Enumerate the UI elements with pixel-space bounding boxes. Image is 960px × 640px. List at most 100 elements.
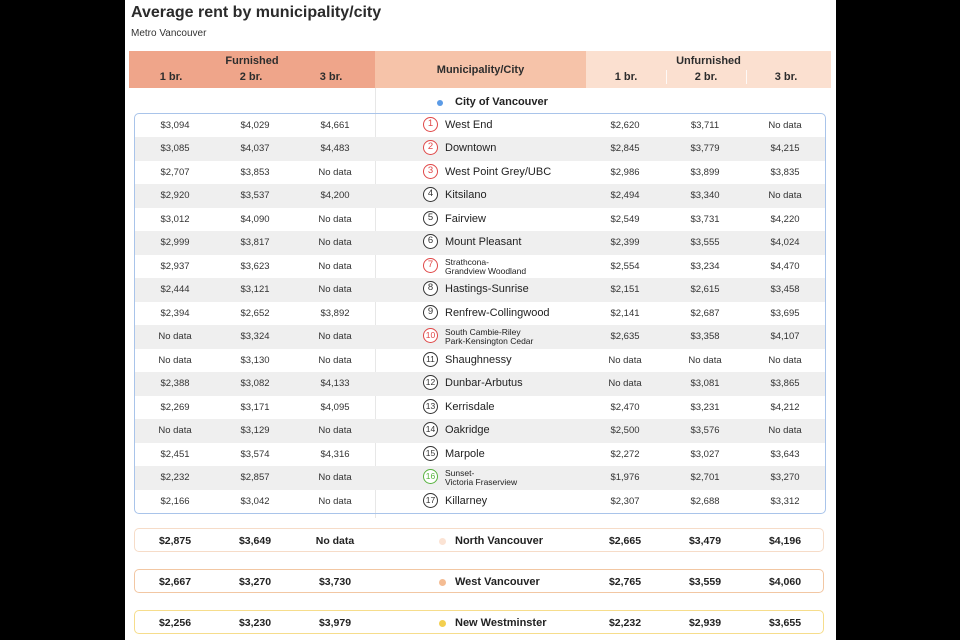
header-municipality: Municipality/City — [375, 51, 586, 88]
region-furnished-cell: $2,667 — [158, 576, 192, 588]
table-row: $3,012 $4,090 No data 5 Fairview $2,549 $3,731… — [135, 208, 825, 231]
unfurnished-cell: $2,549 — [610, 213, 640, 225]
furnished-cell: $2,707 — [160, 166, 190, 178]
furnished-cell: $3,094 — [160, 120, 190, 131]
furnished-cell: $4,661 — [320, 120, 350, 131]
table-row: $2,269 $3,171 $4,095 13 Kerrisdale $2,470 $3,2… — [135, 396, 825, 419]
unfurnished-cell: $3,731 — [690, 213, 720, 225]
furnished-cell: $3,129 — [240, 425, 270, 437]
table-row: $2,166 $3,042 No data 17 Killarney $2,307 $2,6… — [135, 490, 825, 513]
neighbourhood-name: Oakridge — [445, 424, 490, 437]
region-unfurnished-cell: $2,765 — [608, 576, 642, 588]
furnished-cell: No data — [318, 354, 352, 366]
unfurnished-cell: $2,500 — [610, 425, 640, 437]
furnished-cell: $2,652 — [240, 307, 270, 319]
city-group-title: City of Vancouver — [375, 96, 586, 110]
unfurnished-cell: $4,212 — [770, 401, 800, 413]
furnished-cell: No data — [318, 237, 352, 249]
furnished-cell: $3,130 — [240, 354, 270, 366]
vancouver-neighbourhoods-table: $3,094 $4,029 $4,661 1 West End $2,620 $3,711 N… — [134, 113, 826, 514]
furnished-cell: $4,029 — [240, 120, 270, 131]
table-row: $3,085 $4,037 $4,483 2 Downtown $2,845 $3,779 $… — [135, 137, 825, 161]
furnished-cell: No data — [318, 331, 352, 343]
unfurnished-cell: $2,845 — [610, 143, 640, 155]
unfurnished-cell: No data — [768, 354, 802, 366]
table-row: $2,920 $3,537 $4,200 4 Kitsilano $2,494 $3,340… — [135, 184, 825, 208]
neighbourhood-name: Killarney — [445, 494, 488, 507]
furnished-cell: $3,082 — [240, 378, 270, 390]
neighbourhood-name: Renfrew-Collingwood — [445, 306, 550, 319]
region-unfurnished-cell: $4,196 — [768, 535, 802, 547]
chart-title: Average rent by municipality/city — [131, 4, 382, 21]
header-furnished-1br: 1 br. — [159, 71, 183, 83]
municipality-column-background — [375, 88, 376, 518]
unfurnished-cell: No data — [608, 378, 642, 390]
table-row: No data $3,324 No data 10 South Cambie-Riley… — [135, 325, 825, 349]
unfurnished-cell: $4,215 — [770, 143, 800, 155]
unfurnished-cell: $4,470 — [770, 260, 800, 272]
chart-subtitle: Metro Vancouver — [131, 28, 207, 39]
unfurnished-cell: $2,688 — [690, 495, 720, 507]
region-row: $2,667 $3,270 $3,730 West Vancouver $2,765 $3… — [134, 569, 824, 593]
header-unfurnished-2br: 2 br. — [694, 71, 718, 83]
region-unfurnished-cell: $3,559 — [688, 576, 722, 588]
neighbourhood-name: Kitsilano — [445, 189, 487, 202]
furnished-cell: $3,012 — [160, 213, 190, 225]
neighbourhood-name: West Point Grey/UBC — [445, 165, 552, 178]
furnished-cell: $3,623 — [240, 260, 270, 272]
unfurnished-cell: $3,695 — [770, 307, 800, 319]
furnished-cell: $3,817 — [240, 237, 270, 249]
furnished-cell: $4,037 — [240, 143, 270, 155]
unfurnished-cell: $2,615 — [690, 284, 720, 296]
unfurnished-cell: $2,687 — [690, 307, 720, 319]
rent-table-panel: Average rent by municipality/city Metro … — [125, 0, 836, 640]
region-furnished-cell: $3,979 — [318, 617, 352, 629]
furnished-cell: $2,394 — [160, 307, 190, 319]
furnished-cell: No data — [318, 260, 352, 272]
furnished-cell: No data — [318, 495, 352, 507]
furnished-cell: $2,388 — [160, 378, 190, 390]
furnished-cell: $3,537 — [240, 190, 270, 202]
neighbourhood-name: Downtown — [445, 142, 497, 155]
region-unfurnished-cell: $2,665 — [608, 535, 642, 547]
neighbourhood-number-badge: 15 — [423, 445, 438, 461]
table-row: No data $3,129 No data 14 Oakridge $2,500 $3,5… — [135, 419, 825, 443]
unfurnished-cell: $4,107 — [770, 331, 800, 343]
furnished-cell: No data — [158, 425, 192, 437]
unfurnished-cell: $2,620 — [610, 120, 640, 131]
neighbourhood-name: Mount Pleasant — [445, 236, 522, 249]
unfurnished-cell: $3,312 — [770, 495, 800, 507]
region-furnished-cell: $3,270 — [238, 576, 272, 588]
neighbourhood-number-badge: 3 — [423, 163, 438, 179]
table-row: $2,388 $3,082 $4,133 12 Dunbar-Arbutus No dat… — [135, 372, 825, 396]
header-furnished-2br: 2 br. — [239, 71, 263, 83]
region-row: $2,256 $3,230 $3,979 New Westminster $2,232 $… — [134, 610, 824, 634]
neighbourhood-name: Dunbar-Arbutus — [445, 377, 523, 390]
furnished-cell: $4,483 — [320, 143, 350, 155]
unfurnished-cell: $3,358 — [690, 331, 720, 343]
furnished-cell: $2,451 — [160, 448, 190, 460]
furnished-cell: $3,892 — [320, 307, 350, 319]
furnished-cell: No data — [318, 472, 352, 484]
unfurnished-cell: $2,635 — [610, 331, 640, 343]
unfurnished-cell: $4,220 — [770, 213, 800, 225]
unfurnished-cell: $3,081 — [690, 378, 720, 390]
furnished-cell: $2,232 — [160, 472, 190, 484]
neighbourhood-number-badge: 10 — [423, 328, 438, 344]
neighbourhood-number-badge: 13 — [423, 398, 438, 414]
table-row: $2,394 $2,652 $3,892 9 Renfrew-Collingwood $2… — [135, 302, 825, 325]
neighbourhood-name: West End — [445, 119, 493, 131]
furnished-cell: No data — [318, 166, 352, 178]
header-separator — [746, 70, 747, 84]
unfurnished-cell: No data — [608, 354, 642, 366]
header-furnished-3br: 3 br. — [319, 71, 343, 83]
header-unfurnished-3br: 3 br. — [774, 71, 798, 83]
unfurnished-cell: $3,231 — [690, 401, 720, 413]
unfurnished-cell: $3,899 — [690, 166, 720, 178]
neighbourhood-name: Hastings-Sunrise — [445, 283, 529, 296]
unfurnished-cell: No data — [688, 354, 722, 366]
neighbourhood-name: Shaughnessy — [445, 353, 512, 366]
furnished-cell: $3,171 — [240, 401, 270, 413]
region-name: West Vancouver — [455, 576, 540, 588]
furnished-cell: No data — [158, 354, 192, 366]
